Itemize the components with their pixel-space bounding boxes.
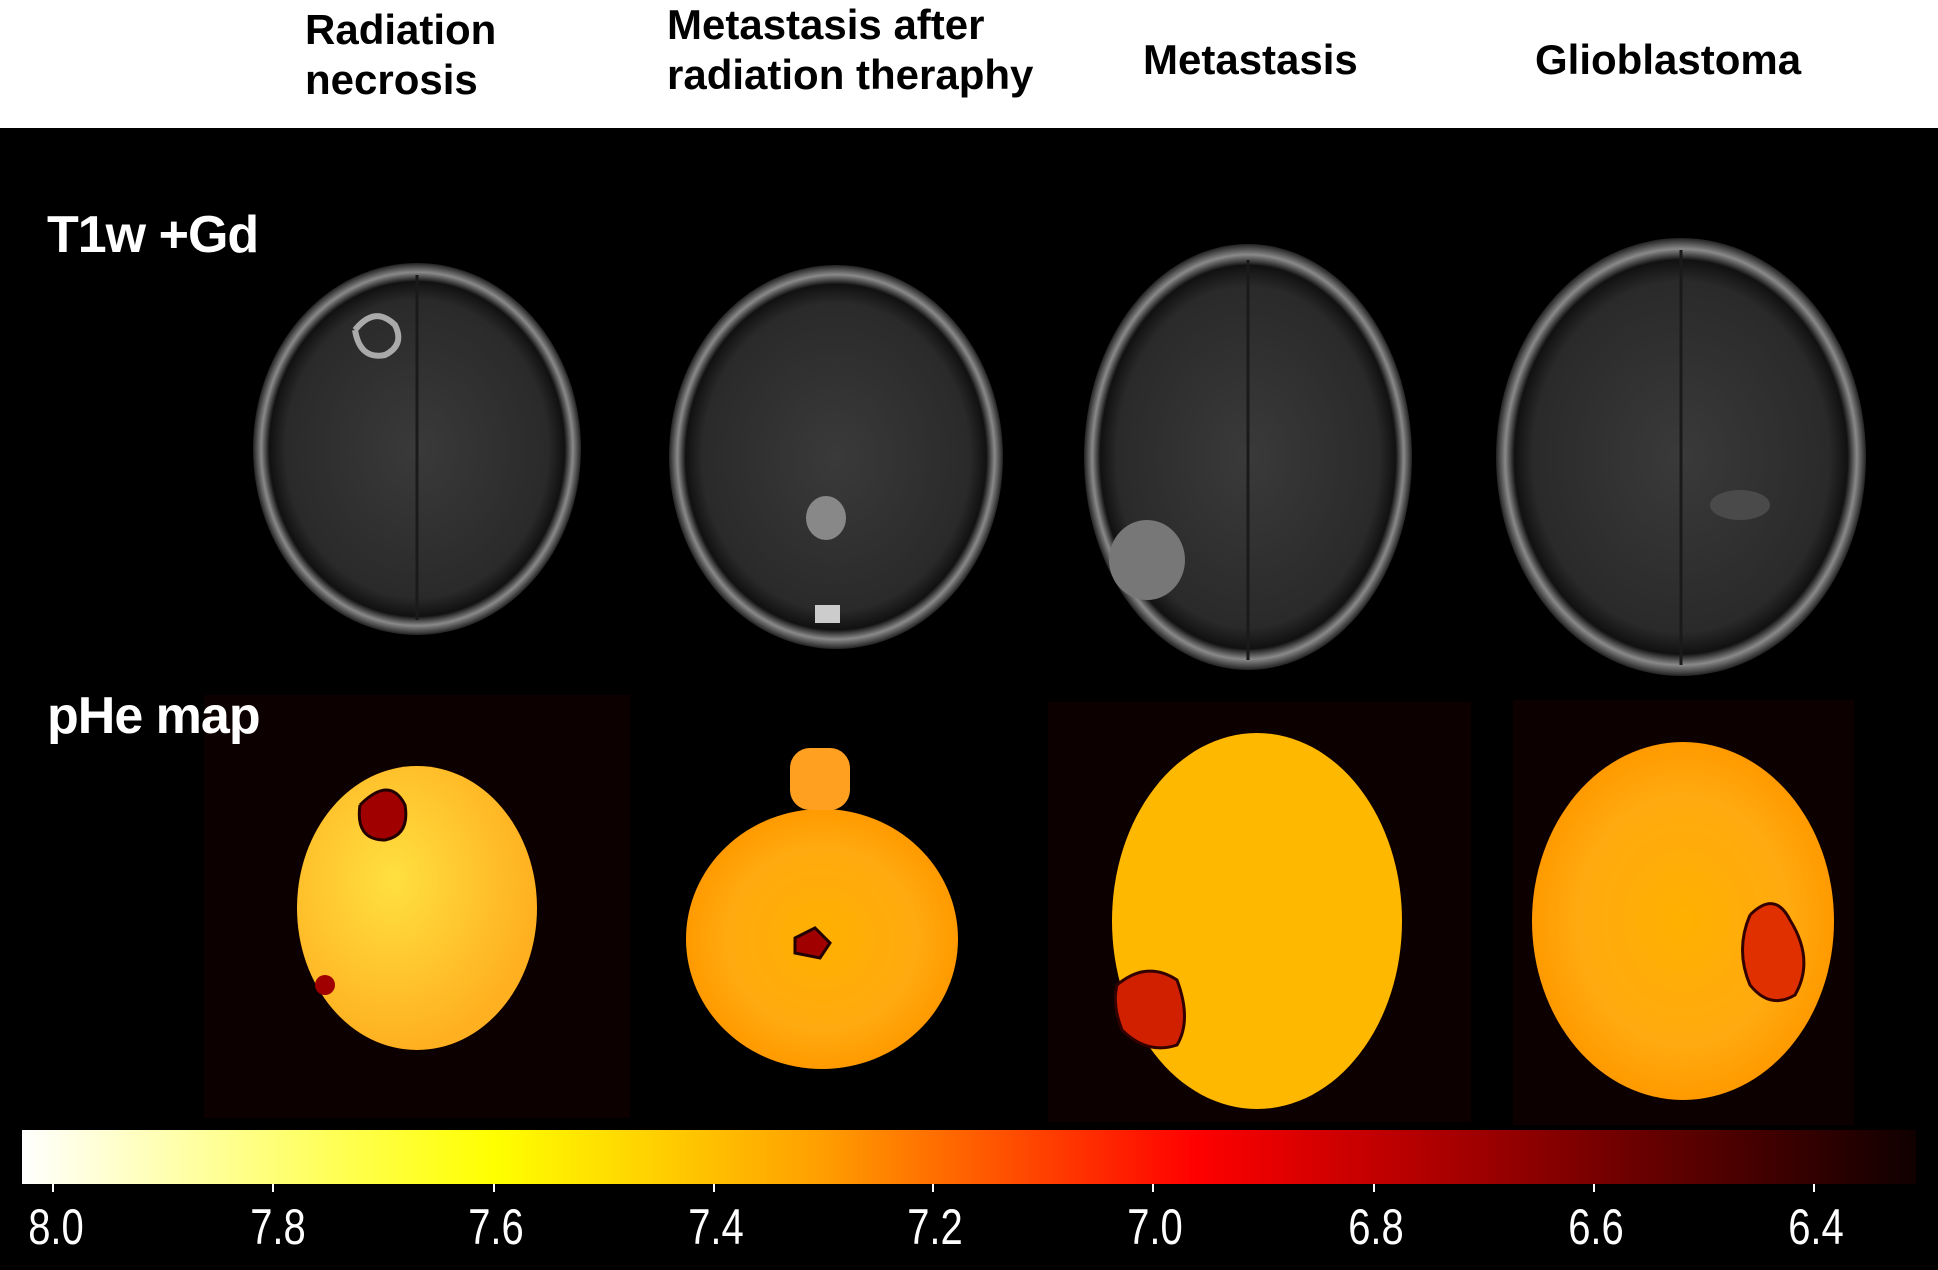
colorbar-tick-label: 7.0 [1127,1199,1183,1255]
colorbar [22,1130,1916,1184]
t1-image-metastasis-after-radiation [669,265,1003,649]
t1-image-metastasis [1084,244,1412,670]
colorbar-tick-label: 7.8 [250,1199,306,1255]
row-label-phe-map: pHe map [47,687,261,745]
column-header-radiation-necrosis: Radiation necrosis [305,6,497,103]
t1-image-radiation-necrosis [253,263,581,635]
colorbar-tick-label: 6.6 [1568,1199,1624,1255]
t1-image-glioblastoma [1496,238,1866,676]
colorbar-tick-label: 7.6 [468,1199,524,1255]
phe-map-radiation-necrosis [297,766,537,1050]
header-band [0,0,1938,128]
colorbar-tick-label: 7.2 [907,1199,963,1255]
row-label-t1w-gd: T1w +Gd [47,206,259,264]
column-header-metastasis: Metastasis [1143,36,1358,83]
phe-map-metastasis [1112,733,1402,1109]
colorbar-tick-label: 7.4 [688,1199,744,1255]
figure-panels [22,238,1916,1192]
phe-map-metastasis-after-radiation [686,748,958,1069]
colorbar-ticks [52,1184,1815,1192]
colorbar-tick-label: 8.0 [28,1199,84,1255]
phe-map-glioblastoma [1532,742,1834,1100]
colorbar-tick-label: 6.8 [1348,1199,1404,1255]
column-header-glioblastoma: Glioblastoma [1535,36,1802,83]
colorbar-tick-label: 6.4 [1788,1199,1844,1255]
column-header-metastasis-after-radiation: Metastasis after radiation theraphy [667,1,1034,98]
